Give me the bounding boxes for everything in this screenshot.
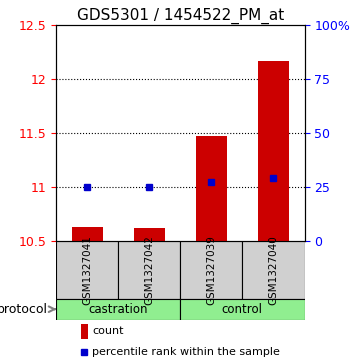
Bar [81, 324, 88, 339]
Text: GSM1327039: GSM1327039 [206, 235, 216, 305]
Bar [71, 227, 103, 241]
Text: GSM1327040: GSM1327040 [268, 235, 279, 305]
Text: control: control [222, 303, 263, 316]
FancyBboxPatch shape [180, 298, 304, 320]
Bar [134, 228, 165, 241]
FancyBboxPatch shape [242, 241, 304, 298]
Text: GSM1327041: GSM1327041 [82, 235, 92, 305]
Title: GDS5301 / 1454522_PM_at: GDS5301 / 1454522_PM_at [77, 8, 284, 24]
Bar [258, 61, 289, 241]
FancyBboxPatch shape [56, 241, 118, 298]
FancyBboxPatch shape [56, 298, 180, 320]
Text: percentile rank within the sample: percentile rank within the sample [92, 347, 280, 357]
Text: castration: castration [88, 303, 148, 316]
Text: count: count [92, 326, 124, 337]
Text: protocol: protocol [0, 303, 48, 316]
Text: GSM1327042: GSM1327042 [144, 235, 154, 305]
FancyBboxPatch shape [180, 241, 242, 298]
Bar [196, 136, 227, 241]
FancyBboxPatch shape [118, 241, 180, 298]
